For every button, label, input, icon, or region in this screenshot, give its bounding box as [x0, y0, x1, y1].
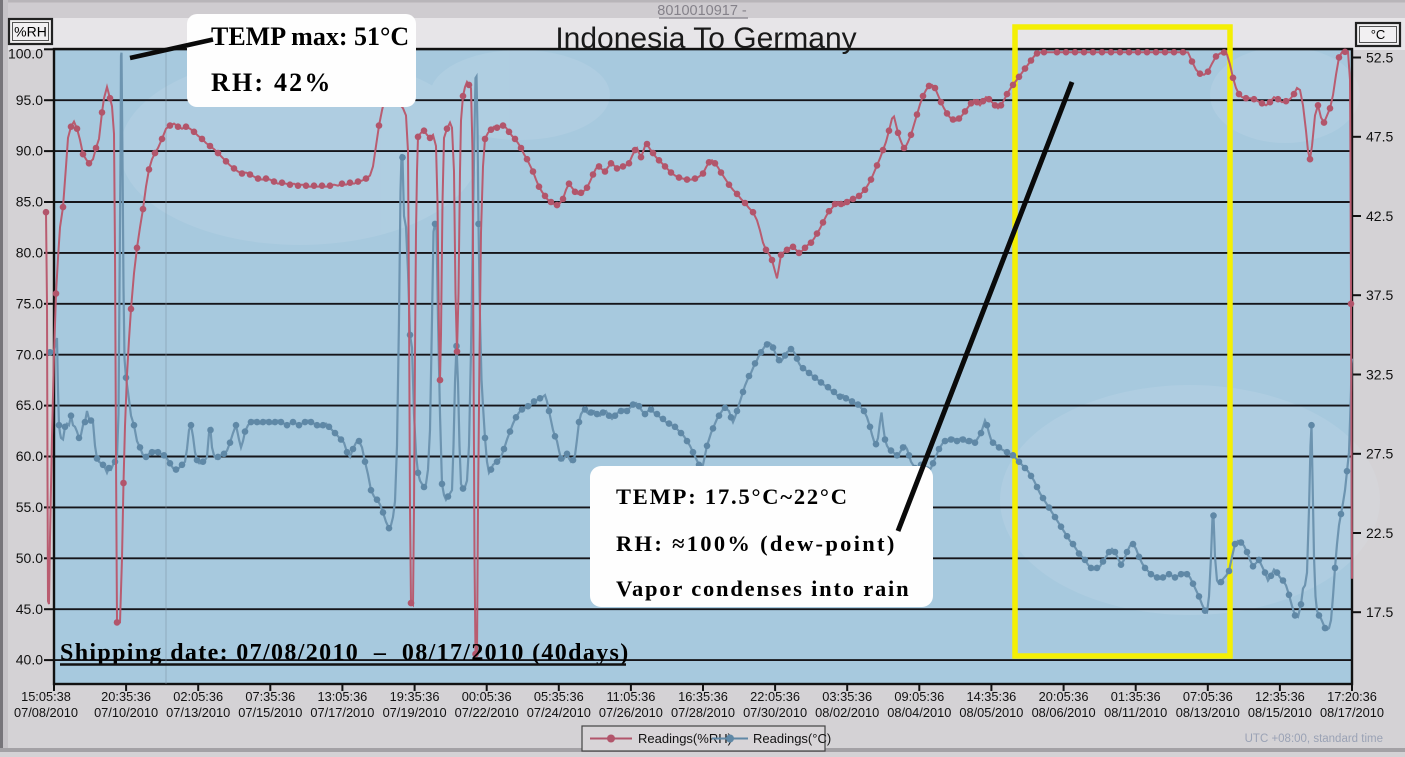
svg-text:08/04/2010: 08/04/2010 [887, 705, 951, 720]
svg-text:08/17/2010: 08/17/2010 [1320, 705, 1384, 720]
svg-text:Indonesia To Germany: Indonesia To Germany [555, 22, 856, 55]
svg-text:37.5: 37.5 [1366, 287, 1393, 303]
svg-text:15:05:38: 15:05:38 [21, 689, 71, 704]
svg-text:07/13/2010: 07/13/2010 [166, 705, 230, 720]
svg-text:14:35:36: 14:35:36 [966, 689, 1016, 704]
svg-text:55.0: 55.0 [16, 499, 43, 515]
svg-text:22.5: 22.5 [1366, 525, 1393, 541]
svg-text:Readings(°C): Readings(°C) [753, 731, 831, 746]
svg-text:07/19/2010: 07/19/2010 [383, 705, 447, 720]
svg-text:45.0: 45.0 [16, 601, 43, 617]
svg-text:07/24/2010: 07/24/2010 [527, 705, 591, 720]
svg-text:8010010917 -: 8010010917 - [657, 3, 747, 19]
svg-text:22:05:36: 22:05:36 [750, 689, 800, 704]
svg-text:UTC +08:00, standard time: UTC +08:00, standard time [1245, 733, 1383, 745]
svg-text:07/08/2010: 07/08/2010 [14, 705, 78, 720]
svg-text:20:05:36: 20:05:36 [1039, 689, 1089, 704]
svg-text:°C: °C [1371, 27, 1386, 42]
svg-text:16:35:36: 16:35:36 [678, 689, 728, 704]
svg-text:12:35:36: 12:35:36 [1255, 689, 1305, 704]
svg-text:07:05:36: 07:05:36 [1183, 689, 1233, 704]
svg-text:08/13/2010: 08/13/2010 [1176, 705, 1240, 720]
svg-text:08/02/2010: 08/02/2010 [815, 705, 879, 720]
svg-text:40.0: 40.0 [16, 652, 43, 668]
svg-text:27.5: 27.5 [1366, 446, 1393, 462]
svg-text:09:05:36: 09:05:36 [894, 689, 944, 704]
svg-text:42.5: 42.5 [1366, 208, 1393, 224]
svg-text:08/11/2010: 08/11/2010 [1104, 705, 1167, 720]
svg-text:05:35:36: 05:35:36 [534, 689, 584, 704]
svg-text:11:05:36: 11:05:36 [606, 689, 655, 704]
svg-text:07/28/2010: 07/28/2010 [671, 705, 735, 720]
svg-text:17.5: 17.5 [1366, 604, 1393, 620]
svg-text:TEMP max: 51°C: TEMP max: 51°C [211, 22, 409, 51]
svg-text:75.0: 75.0 [16, 295, 43, 311]
svg-text:52.5: 52.5 [1366, 49, 1393, 65]
svg-text:19:35:36: 19:35:36 [390, 689, 440, 704]
svg-text:01:35:36: 01:35:36 [1111, 689, 1161, 704]
svg-text:08/06/2010: 08/06/2010 [1032, 705, 1096, 720]
svg-text:32.5: 32.5 [1366, 366, 1393, 382]
svg-text:RH: 42%: RH: 42% [211, 68, 333, 97]
svg-text:00:05:36: 00:05:36 [462, 689, 512, 704]
svg-text:47.5: 47.5 [1366, 129, 1393, 145]
svg-text:95.0: 95.0 [16, 92, 43, 108]
svg-text:20:35:36: 20:35:36 [101, 689, 151, 704]
svg-text:07/30/2010: 07/30/2010 [743, 705, 807, 720]
svg-text:07/15/2010: 07/15/2010 [238, 705, 302, 720]
svg-text:08/05/2010: 08/05/2010 [959, 705, 1023, 720]
svg-text:13:05:36: 13:05:36 [317, 689, 367, 704]
svg-text:02:05:36: 02:05:36 [173, 689, 223, 704]
svg-text:Readings(%RH): Readings(%RH) [638, 731, 732, 746]
svg-text:07/26/2010: 07/26/2010 [599, 705, 663, 720]
svg-text:60.0: 60.0 [16, 448, 43, 464]
svg-text:07:35:36: 07:35:36 [245, 689, 295, 704]
svg-text:Vapor condenses into rain: Vapor condenses into rain [616, 576, 910, 601]
svg-text:85.0: 85.0 [16, 194, 43, 210]
svg-text:50.0: 50.0 [16, 550, 43, 566]
svg-text:TEMP: 17.5°C~22°C: TEMP: 17.5°C~22°C [616, 484, 849, 509]
svg-text:70.0: 70.0 [16, 346, 43, 362]
svg-text:RH: ≈100% (dew-point): RH: ≈100% (dew-point) [616, 531, 897, 556]
svg-text:Shipping date: 07/08/2010 –: Shipping date: 07/08/2010 – 08/17/2010 (… [60, 640, 630, 666]
svg-text:07/22/2010: 07/22/2010 [455, 705, 519, 720]
svg-text:07/17/2010: 07/17/2010 [310, 705, 374, 720]
svg-text:65.0: 65.0 [16, 397, 43, 413]
svg-text:90.0: 90.0 [16, 143, 43, 159]
svg-text:17:20:36: 17:20:36 [1327, 689, 1377, 704]
svg-text:03:35:36: 03:35:36 [822, 689, 872, 704]
svg-text:%RH: %RH [14, 24, 47, 40]
svg-text:100.0: 100.0 [8, 45, 43, 61]
svg-text:80.0: 80.0 [16, 245, 43, 261]
svg-text:07/10/2010: 07/10/2010 [94, 705, 158, 720]
svg-text:08/15/2010: 08/15/2010 [1248, 705, 1312, 720]
